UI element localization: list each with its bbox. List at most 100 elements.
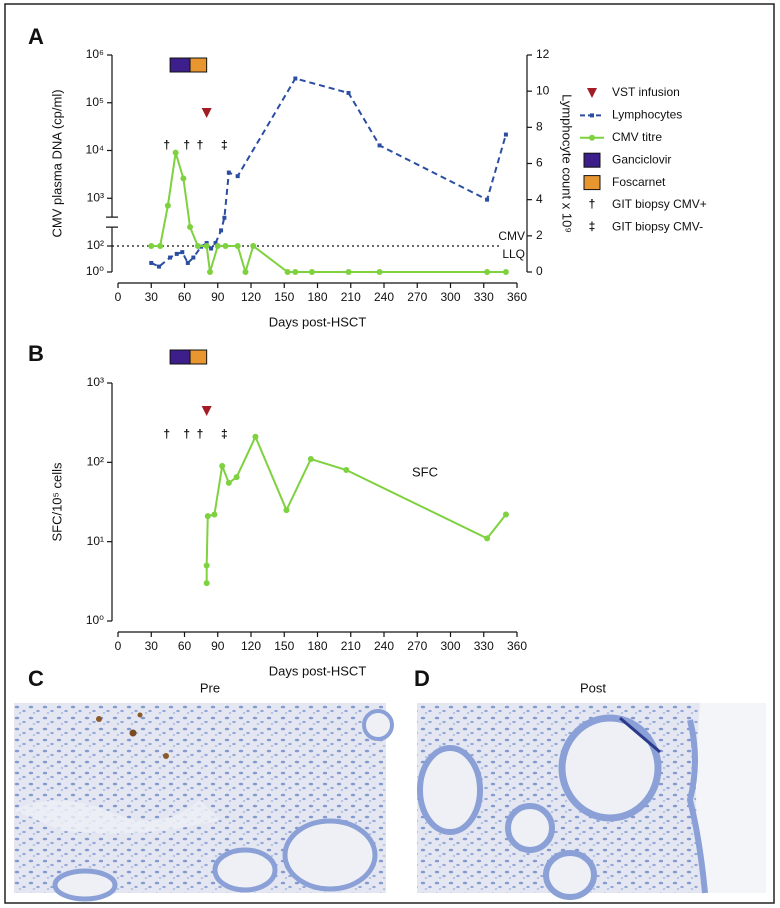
legend-label: GIT biopsy CMV+ (612, 197, 707, 211)
x-tick-label: 270 (407, 639, 427, 653)
point (174, 251, 179, 256)
event-marker: † (197, 427, 204, 441)
x-tick-label: 120 (241, 290, 261, 304)
point (180, 175, 187, 182)
y-tick-label: 10² (87, 238, 104, 252)
point (157, 243, 164, 249)
legend-symbol: ‡ (589, 220, 596, 234)
micrograph-pre (14, 703, 394, 902)
series-line (151, 152, 506, 276)
x-tick-label: 60 (178, 639, 192, 653)
x-tick-label: 330 (474, 290, 494, 304)
x-tick-label: 210 (341, 290, 361, 304)
point (187, 223, 194, 230)
point (376, 269, 383, 275)
y-tick-label: 10⁵ (86, 95, 104, 109)
point (222, 215, 227, 220)
point (172, 149, 179, 156)
y2-tick-label: 6 (536, 156, 543, 170)
x-tick-label: 120 (241, 639, 261, 653)
point (484, 269, 491, 275)
point (180, 250, 185, 255)
micrograph-post (417, 703, 766, 900)
event-marker: ‡ (221, 427, 228, 441)
point (250, 243, 257, 249)
x-axis-label: Days post-HSCT (269, 663, 367, 678)
legend-swatch (583, 175, 601, 191)
x-tick-label: 90 (211, 639, 225, 653)
x-axis-label: Days post-HSCT (269, 314, 367, 329)
point (168, 255, 173, 260)
point (203, 580, 210, 587)
y2-tick-label: 4 (536, 192, 543, 206)
point (235, 174, 240, 179)
point (345, 269, 352, 275)
y-tick-label: 10² (87, 455, 104, 469)
event-marker (201, 406, 212, 416)
point (233, 474, 240, 481)
point (157, 264, 162, 269)
point (148, 243, 155, 249)
x-tick-label: 90 (211, 290, 225, 304)
legend-label: GIT biopsy CMV- (612, 220, 703, 234)
event-marker: ‡ (221, 138, 228, 152)
frame (4, 3, 775, 904)
point (377, 143, 382, 148)
y-axis-label: SFC/10⁵ cells (49, 462, 64, 542)
x-tick-label: 150 (274, 290, 294, 304)
y-tick-label: 10¹ (87, 534, 104, 548)
y2-tick-label: 0 (536, 264, 543, 278)
y2-tick-label: 10 (536, 83, 550, 97)
x-tick-label: 300 (440, 639, 460, 653)
reference-label: CMV (498, 229, 525, 243)
image-title: Post (580, 680, 606, 695)
point (346, 90, 351, 95)
legend-label: Lymphocytes (612, 108, 682, 122)
legend-label: CMV titre (612, 130, 662, 144)
x-tick-label: 360 (507, 639, 527, 653)
point (219, 462, 226, 469)
image-title: Pre (200, 680, 220, 695)
panel-label: D (414, 666, 430, 691)
point (149, 260, 154, 265)
legend-swatch (589, 134, 595, 141)
y-tick-label: 10⁰ (86, 613, 104, 627)
point (284, 269, 291, 275)
legend-symbol: † (589, 197, 596, 211)
point (242, 269, 249, 275)
point (343, 467, 350, 474)
panel-label: A (28, 24, 44, 49)
treatment-bar (169, 57, 191, 73)
point (502, 511, 509, 518)
y2-tick-label: 8 (536, 120, 543, 134)
point (503, 132, 508, 137)
treatment-bar (189, 349, 208, 365)
y2-tick-label: 2 (536, 228, 543, 242)
point (252, 433, 259, 440)
x-tick-label: 0 (115, 639, 122, 653)
event-marker (201, 108, 212, 118)
point (219, 228, 224, 233)
point (308, 269, 315, 275)
series-line (150, 77, 507, 268)
point (194, 243, 201, 249)
legend-label: Foscarnet (612, 175, 666, 189)
event-marker: † (197, 138, 204, 152)
point (203, 243, 210, 249)
point (214, 243, 221, 249)
y-tick-label: 10⁰ (86, 264, 104, 278)
x-tick-label: 240 (374, 290, 394, 304)
point (485, 197, 490, 202)
event-marker: † (163, 138, 170, 152)
event-marker: † (163, 427, 170, 441)
treatment-bar (189, 57, 208, 73)
point (213, 241, 218, 246)
point (211, 511, 218, 518)
point (206, 269, 213, 275)
legend-swatch (583, 152, 601, 168)
point (185, 260, 190, 265)
reference-label: LLQ (502, 247, 525, 261)
point (225, 479, 232, 486)
